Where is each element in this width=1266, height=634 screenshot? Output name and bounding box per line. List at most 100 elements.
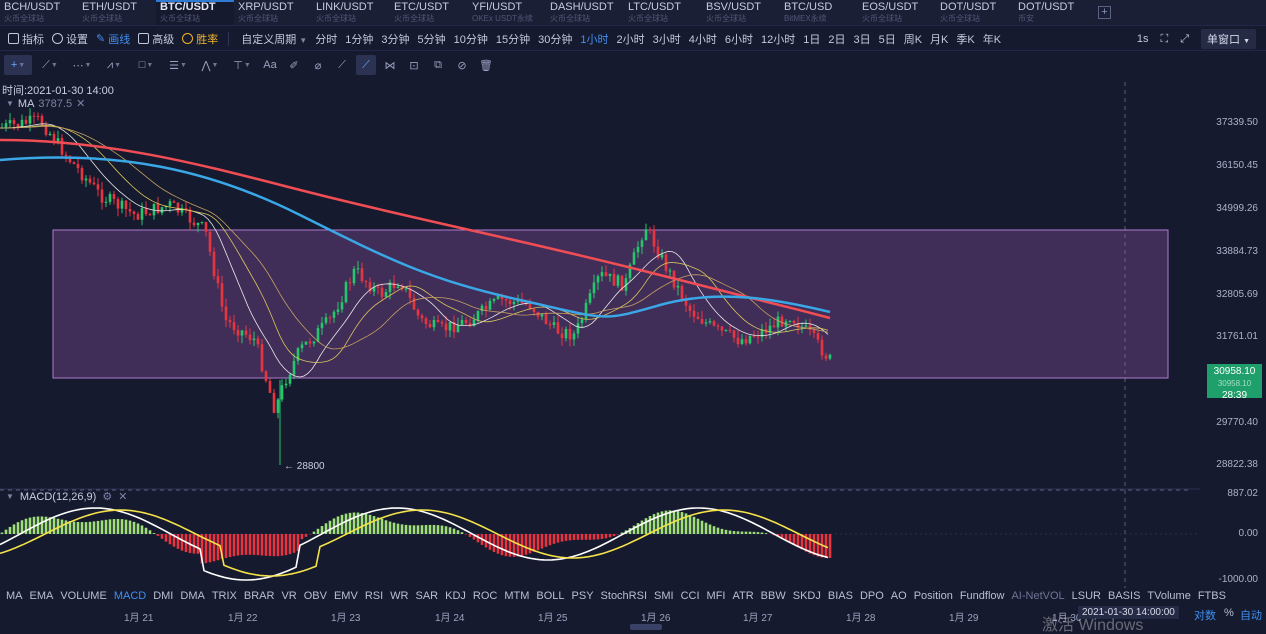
period-option[interactable]: 年K — [982, 33, 1002, 46]
indicator-option[interactable]: DMI — [153, 590, 174, 602]
winrate-button[interactable]: 胜率 — [182, 31, 218, 47]
screenshot-icon[interactable]: ⛶ — [1160, 32, 1169, 45]
indicator-option[interactable]: VR — [281, 590, 297, 602]
crosshair-tool[interactable]: + ▼ — [4, 55, 32, 75]
add-symbol-button[interactable]: + — [1098, 6, 1111, 19]
fullscreen-icon[interactable]: ⤢ — [1180, 32, 1189, 45]
draw-button[interactable]: ✎ 画线 — [96, 33, 131, 46]
indicator-option[interactable]: FTBS — [1197, 590, 1226, 602]
indicator-option[interactable]: EMA — [29, 590, 54, 602]
period-option[interactable]: 15分钟 — [495, 33, 531, 46]
fib-tool[interactable]: ⩘ ▼ — [100, 55, 128, 75]
measure-tool[interactable]: ⊤ ▼ — [228, 55, 256, 75]
indicator-option[interactable]: StochRSI — [600, 590, 648, 602]
log-scale-toggle[interactable]: 对数 — [1194, 610, 1216, 622]
hide-tool[interactable]: ⊘ — [452, 55, 472, 75]
symbol-tab[interactable]: ETH/USDT 火币全球站 — [78, 0, 156, 25]
advanced-button[interactable]: 高级 — [138, 31, 174, 47]
indicator-option[interactable]: RSI — [364, 590, 384, 602]
trend-line-tool[interactable]: ⟋ ▼ — [36, 55, 64, 75]
lock-tool[interactable]: ⊡ — [404, 55, 424, 75]
eraser-tool[interactable]: ⌀ — [308, 55, 328, 75]
symbol-tab[interactable]: ETC/USDT 火币全球站 — [390, 0, 468, 25]
indicator-option[interactable]: TRIX — [211, 590, 237, 602]
period-option[interactable]: 2日 — [828, 33, 846, 46]
symbol-tab[interactable]: DASH/USDT 火币全球站 — [546, 0, 624, 25]
window-mode-select[interactable]: 单窗口 ▼ — [1201, 29, 1256, 49]
ruler-tool[interactable]: ⟋ — [332, 55, 352, 75]
period-option[interactable]: 3日 — [853, 33, 871, 46]
period-option[interactable]: 月K — [930, 33, 949, 46]
indicator-option[interactable]: CCI — [680, 590, 700, 602]
period-option[interactable]: 3小时 — [652, 33, 681, 46]
indicator-option[interactable]: ATR — [732, 590, 754, 602]
period-option[interactable]: 5分钟 — [417, 33, 446, 46]
indicator-option[interactable]: AI-NetVOL — [1011, 590, 1065, 602]
indicator-option[interactable]: AO — [890, 590, 907, 602]
period-option[interactable]: 1小时 — [580, 33, 609, 46]
indicator-option[interactable]: BOLL — [536, 590, 565, 602]
indicator-option[interactable]: KDJ — [445, 590, 466, 602]
indicator-option[interactable]: BBW — [760, 590, 786, 602]
period-option[interactable]: 周K — [903, 33, 923, 46]
close-icon[interactable]: ✕ — [76, 98, 86, 110]
indicator-option[interactable]: MA — [6, 590, 23, 602]
close-icon[interactable]: ✕ — [118, 491, 128, 503]
indicator-button[interactable]: 指标 — [8, 31, 44, 47]
period-option[interactable]: 分时 — [315, 33, 338, 46]
link-tool[interactable]: ⋈ — [380, 55, 400, 75]
indicator-option[interactable]: Position — [913, 590, 953, 602]
indicator-option[interactable]: Fundflow — [959, 590, 1005, 602]
indicator-option[interactable]: TVolume — [1147, 590, 1191, 602]
indicator-option[interactable]: BIAS — [827, 590, 853, 602]
period-option[interactable]: 季K — [956, 33, 975, 46]
indicator-option[interactable]: BASIS — [1108, 590, 1141, 602]
symbol-tab[interactable]: LINK/USDT 火币全球站 — [312, 0, 390, 25]
symbol-tab[interactable]: BCH/USDT 火币全球站 — [0, 0, 78, 25]
indicator-option[interactable]: VOLUME — [60, 590, 107, 602]
gear-icon[interactable]: ⚙ — [102, 491, 113, 503]
symbol-tab[interactable]: BSV/USDT 火币全球站 — [702, 0, 780, 25]
indicator-option[interactable]: DPO — [859, 590, 884, 602]
period-option[interactable]: 3分钟 — [381, 33, 410, 46]
indicator-option[interactable]: MFI — [706, 590, 726, 602]
refresh-rate[interactable]: 1s — [1136, 33, 1149, 45]
collapse-icon[interactable]: ▼ — [6, 492, 14, 501]
symbol-tab[interactable]: DOT/USDT 火币全球站 — [936, 0, 1014, 25]
symbol-tab[interactable]: BTC/USD BitMEX永续 — [780, 0, 858, 25]
settings-button[interactable]: 设置 — [52, 31, 88, 47]
parallel-tool[interactable]: ☰ ▼ — [164, 55, 192, 75]
period-option[interactable]: 2小时 — [616, 33, 645, 46]
indicator-option[interactable]: SKDJ — [792, 590, 821, 602]
date-axis[interactable]: 1月 21 1月 22 1月 23 1月 24 1月 25 1月 26 1月 27 1月 28… — [0, 606, 1266, 634]
indicator-option[interactable]: OBV — [303, 590, 327, 602]
indicator-option[interactable]: PSY — [571, 590, 594, 602]
indicator-option[interactable]: EMV — [333, 590, 358, 602]
period-option[interactable]: 5日 — [878, 33, 896, 46]
symbol-tab[interactable]: DOT/USDT 币安 — [1014, 0, 1092, 25]
trash-tool[interactable]: 🗑 — [476, 55, 496, 75]
text-tool[interactable]: Aa — [260, 55, 280, 75]
period-option[interactable]: 1分钟 — [345, 33, 374, 46]
ray-tool[interactable]: ⋯ ▼ — [68, 55, 96, 75]
indicator-option[interactable]: LSUR — [1071, 590, 1101, 602]
clone-tool[interactable]: ⧉ — [428, 55, 448, 75]
pattern-tool[interactable]: ⋀ ▼ — [196, 55, 224, 75]
period-option[interactable]: 12小时 — [760, 33, 796, 46]
scroll-handle[interactable] — [630, 624, 662, 630]
indicator-option[interactable]: MTM — [504, 590, 530, 602]
candlestick-chart[interactable] — [0, 80, 1266, 590]
brush-tool[interactable]: ✐ — [284, 55, 304, 75]
indicator-option[interactable]: SAR — [415, 590, 439, 602]
period-option[interactable]: 30分钟 — [538, 33, 573, 46]
symbol-tab[interactable]: BTC/USDT 火币全球站 — [156, 0, 234, 25]
symbol-tab[interactable]: EOS/USDT 火币全球站 — [858, 0, 936, 25]
rectangle-tool[interactable]: □ ▼ — [132, 55, 160, 75]
period-option[interactable]: 10分钟 — [453, 33, 488, 46]
indicator-option[interactable]: DMA — [180, 590, 205, 602]
period-option[interactable]: 6小时 — [724, 33, 753, 46]
indicator-option[interactable]: ROC — [472, 590, 498, 602]
indicator-option[interactable]: MACD — [113, 590, 147, 602]
period-option[interactable]: 1日 — [803, 33, 821, 46]
symbol-tab[interactable]: XRP/USDT 火币全球站 — [234, 0, 312, 25]
